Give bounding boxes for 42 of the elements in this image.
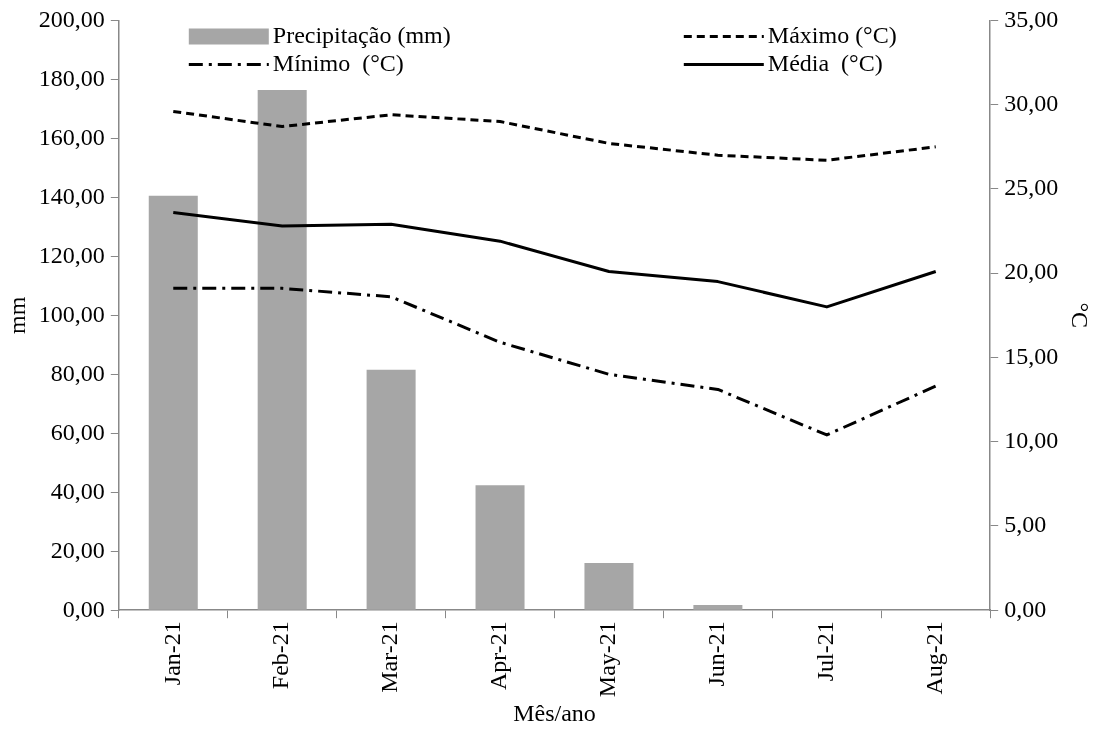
y-tick-label: 0,00: [62, 595, 105, 622]
bar: [148, 195, 198, 610]
bar: [257, 90, 307, 610]
y2-tick-label: 25,00: [1004, 174, 1059, 201]
x-axis-title: Mês/ano: [513, 699, 596, 726]
y2-tick-label: 10,00: [1004, 426, 1059, 453]
y2-tick-label: 35,00: [1004, 5, 1059, 32]
x-tick-label: Feb-21: [267, 621, 294, 690]
y-tick-label: 160,00: [38, 123, 105, 150]
x-tick-label: Aug-21: [921, 621, 948, 695]
legend-label: Mínimo (°C): [272, 49, 404, 76]
y-tick-label: 120,00: [38, 241, 105, 268]
y2-tick-label: 0,00: [1004, 595, 1047, 622]
y2-axis-title: °C: [1067, 302, 1094, 329]
y-tick-label: 180,00: [38, 64, 105, 91]
y-tick-label: 80,00: [50, 359, 105, 386]
y-tick-label: 140,00: [38, 182, 105, 209]
y-axis-title: mm: [3, 296, 30, 334]
y2-tick-label: 5,00: [1004, 511, 1047, 538]
legend-label: Média (°C): [767, 49, 883, 76]
x-tick-label: Jan-21: [158, 621, 185, 686]
bar: [366, 369, 416, 610]
x-tick-label: Jul-21: [812, 621, 839, 682]
legend-label: Precipitação (mm): [272, 21, 451, 48]
legend-label: Máximo (°C): [767, 21, 897, 48]
y2-tick-label: 20,00: [1004, 258, 1059, 285]
bar: [693, 604, 743, 610]
y-tick-label: 200,00: [38, 5, 105, 32]
y2-tick-label: 15,00: [1004, 342, 1059, 369]
x-tick-label: Apr-21: [485, 621, 512, 691]
y2-tick-label: 30,00: [1004, 89, 1059, 116]
x-tick-label: Jun-21: [703, 621, 730, 687]
bar: [584, 563, 634, 610]
y-tick-label: 100,00: [38, 300, 105, 327]
line-series: [171, 286, 938, 437]
bar: [475, 485, 525, 610]
y-tick-label: 40,00: [50, 477, 105, 504]
x-tick-label: Mar-21: [376, 621, 403, 693]
line-series: [171, 109, 938, 162]
x-tick-label: May-21: [594, 621, 621, 698]
y-tick-label: 20,00: [50, 536, 105, 563]
y-tick-label: 60,00: [50, 418, 105, 445]
